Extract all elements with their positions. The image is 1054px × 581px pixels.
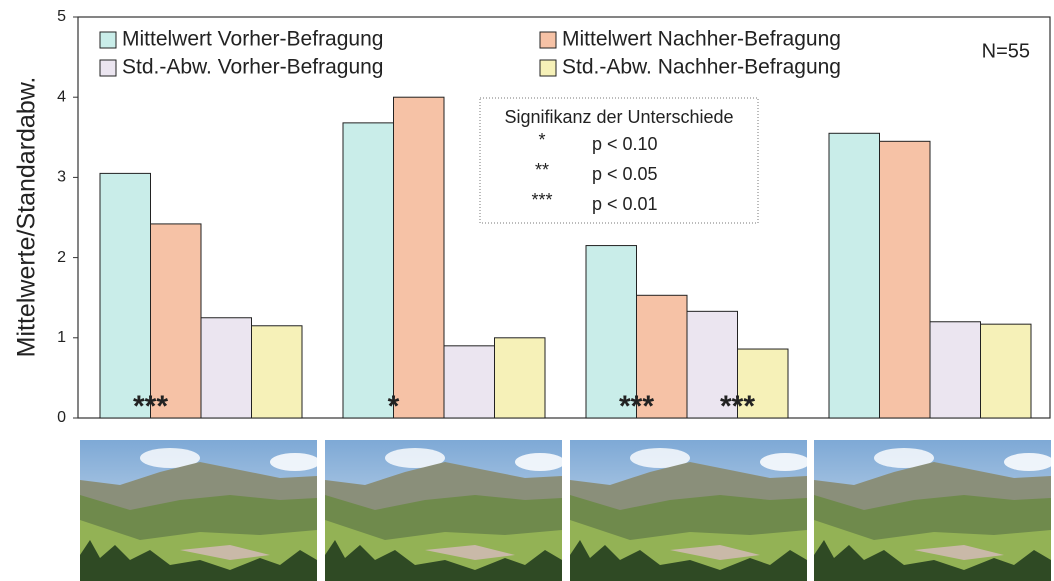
significance-symbol: ***	[531, 190, 552, 210]
y-tick-label: 0	[57, 409, 66, 426]
bar	[443, 345, 495, 419]
y-tick-label: 2	[57, 249, 66, 266]
annotation: N=55	[982, 40, 1030, 62]
significance-mark: *	[388, 390, 400, 423]
photo	[814, 440, 1054, 581]
bar	[980, 323, 1032, 419]
bar	[737, 348, 789, 419]
bar	[494, 337, 546, 419]
significance-mark: ***	[619, 390, 654, 423]
significance-label: p < 0.01	[592, 194, 658, 214]
y-axis-label: Mittelwerte/Standardabw.	[13, 77, 41, 358]
significance-title: Signifikanz der Unterschiede	[504, 107, 733, 127]
y-tick-label: 1	[57, 329, 66, 346]
legend-label: Mittelwert Nachher-Befragung	[562, 28, 841, 51]
bar	[828, 132, 880, 419]
photo	[570, 440, 810, 581]
legend-swatch	[99, 31, 117, 49]
y-tick-label: 5	[57, 8, 66, 25]
legend-label: Std.-Abw. Vorher-Befragung	[122, 56, 384, 79]
legend-label: Std.-Abw. Nachher-Befragung	[562, 56, 841, 79]
significance-mark: ***	[720, 390, 755, 423]
bar	[150, 223, 202, 419]
legend-swatch	[539, 31, 557, 49]
bar	[929, 321, 981, 419]
significance-symbol: *	[538, 130, 545, 150]
bar	[200, 317, 252, 419]
significance-mark: ***	[133, 390, 168, 423]
bar	[251, 325, 303, 419]
bar	[636, 294, 688, 419]
y-tick-label: 3	[57, 169, 66, 186]
plot-frame	[77, 16, 1051, 419]
significance-label: p < 0.05	[592, 164, 658, 184]
photo	[80, 440, 320, 581]
bar	[393, 96, 445, 419]
significance-symbol: **	[535, 160, 549, 180]
legend-label: Mittelwert Vorher-Befragung	[122, 28, 383, 51]
photo	[325, 440, 565, 581]
y-tick-label: 4	[57, 88, 66, 105]
significance-box	[479, 97, 759, 224]
bar	[585, 245, 637, 419]
bar	[879, 140, 931, 419]
legend-swatch	[539, 59, 557, 77]
significance-label: p < 0.10	[592, 134, 658, 154]
legend-swatch	[99, 59, 117, 77]
bar	[99, 172, 151, 419]
bar	[342, 122, 394, 419]
